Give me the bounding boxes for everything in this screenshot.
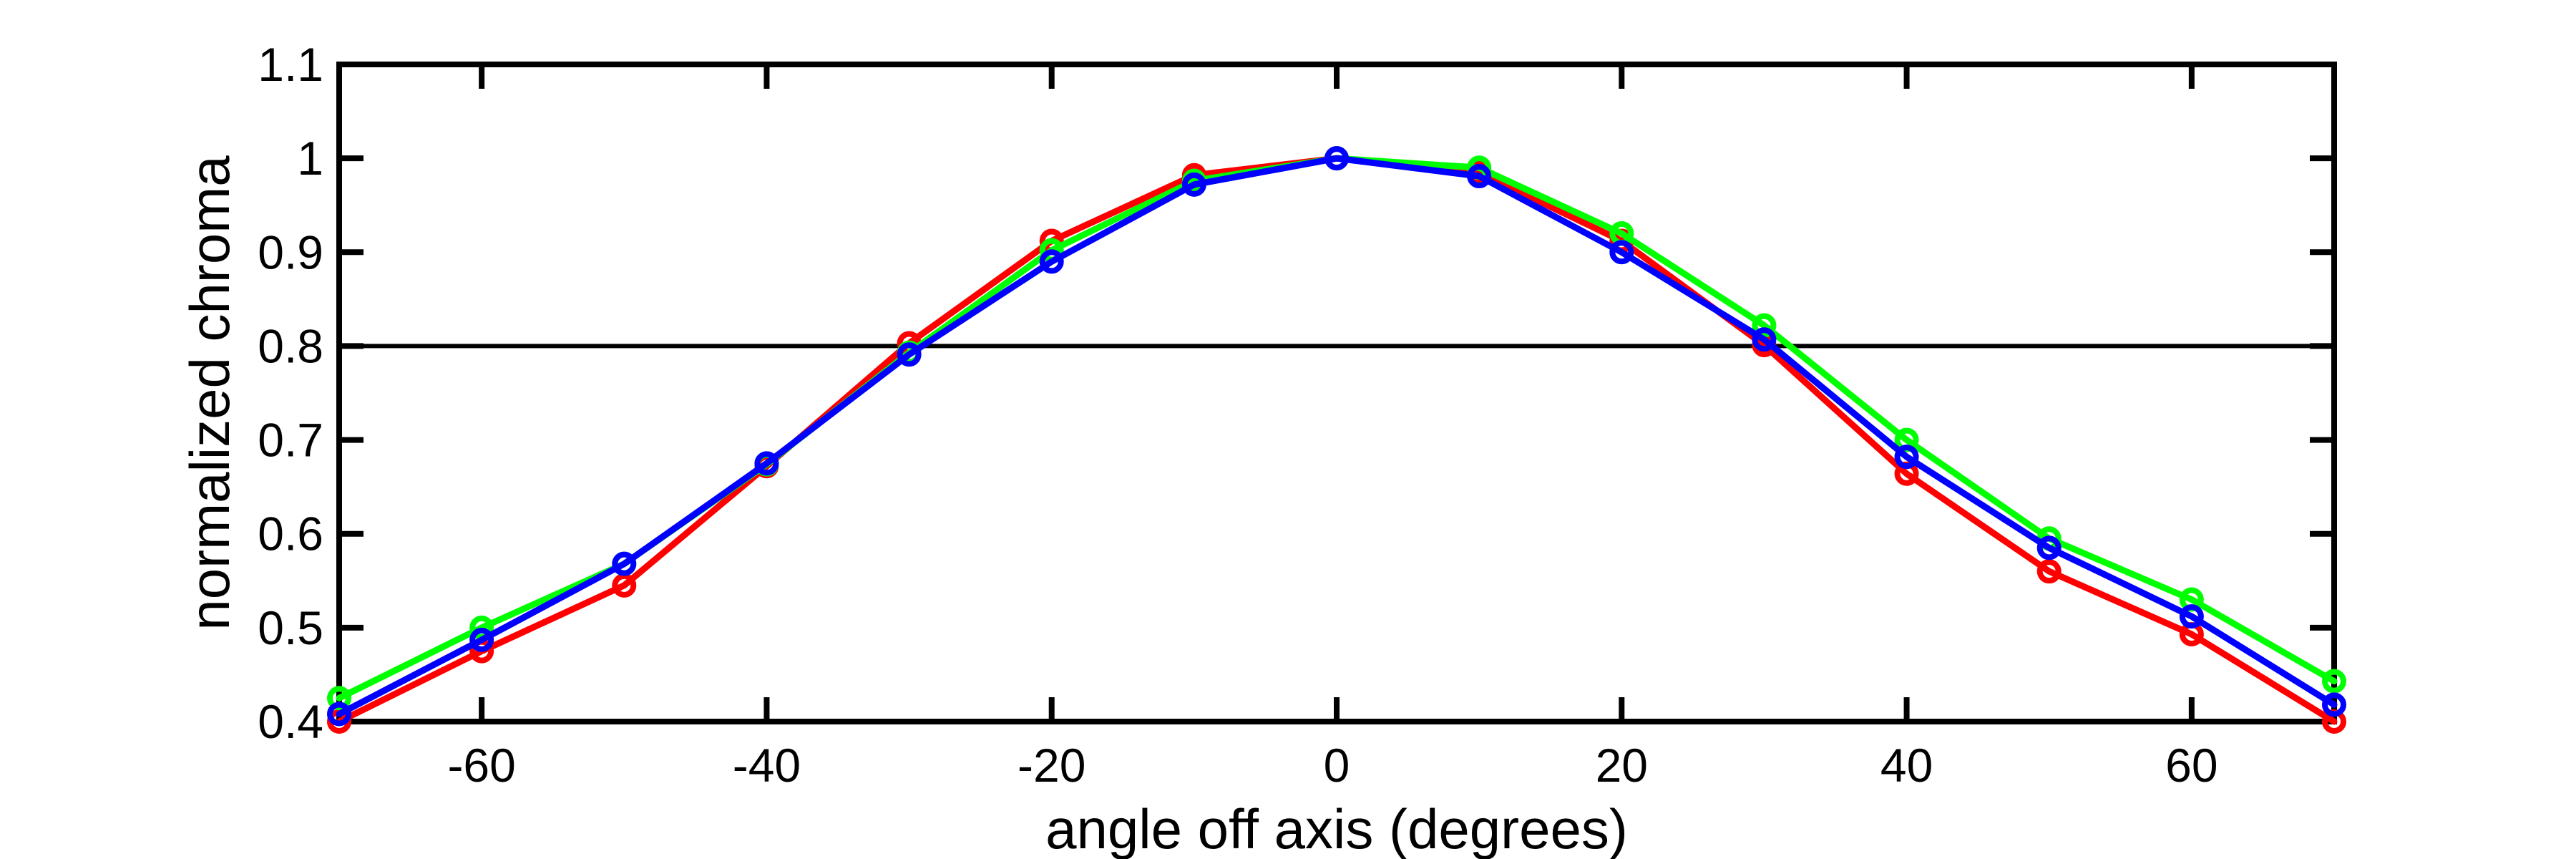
series-blue-marker xyxy=(1609,240,1634,265)
data-series xyxy=(327,146,2346,734)
series-blue-marker xyxy=(2036,535,2062,560)
y-tick-label: 0.5 xyxy=(258,601,323,654)
series-blue-marker xyxy=(1467,164,1492,189)
y-tick-label: 0.7 xyxy=(258,414,323,467)
series-green-line xyxy=(336,155,2338,702)
series-blue-markers xyxy=(327,146,2346,727)
series-blue-marker xyxy=(897,342,922,367)
series-blue-marker xyxy=(1324,146,1349,171)
x-tick-label: -60 xyxy=(447,739,515,792)
series-blue-marker xyxy=(612,551,637,576)
x-tick-label: -40 xyxy=(733,739,801,792)
y-tick-label: 1.1 xyxy=(258,38,323,91)
series-red-marker xyxy=(612,573,637,598)
series-blue-marker xyxy=(754,451,779,476)
series-blue-marker xyxy=(1752,327,1777,352)
y-tick-label: 0.9 xyxy=(258,225,323,278)
x-tick-label: -20 xyxy=(1018,739,1085,792)
series-blue-marker xyxy=(2179,604,2204,629)
series-green-marker xyxy=(1752,313,1777,338)
series-green-marker xyxy=(2322,669,2346,694)
y-tick-label: 0.4 xyxy=(258,695,323,748)
series-blue-marker xyxy=(469,627,494,652)
series-red-markers xyxy=(327,146,2346,734)
series-red-marker xyxy=(2036,559,2062,584)
series-blue-marker xyxy=(1894,445,1919,470)
y-tick-label: 0.6 xyxy=(258,508,323,560)
x-tick-label: 0 xyxy=(1324,739,1350,792)
series-blue-line xyxy=(336,155,2338,718)
tick-labels: -60 -40 -20 0 20 40 60 0.4 0.5 0.6 0.7 0.8 0.9 1 1.1 xyxy=(258,38,2218,792)
series-blue-marker xyxy=(1039,249,1064,274)
x-tick-label: 40 xyxy=(1880,739,1933,792)
y-tick-label: 0.8 xyxy=(258,319,323,372)
x-tick-label: 60 xyxy=(2165,739,2218,792)
x-axis-label: angle off axis (degrees) xyxy=(1045,797,1628,859)
plot-border xyxy=(336,62,2337,724)
series-blue-marker xyxy=(2322,692,2346,717)
series-green-markers xyxy=(327,146,2346,711)
x-tick-label: 20 xyxy=(1596,739,1648,792)
series-red-line xyxy=(336,155,2338,725)
series-blue-marker xyxy=(327,702,351,727)
y-axis-label: normalized chroma xyxy=(178,155,241,631)
axes-box xyxy=(336,62,2337,724)
series-blue-marker xyxy=(1181,172,1206,197)
y-tick-label: 1 xyxy=(297,132,323,185)
